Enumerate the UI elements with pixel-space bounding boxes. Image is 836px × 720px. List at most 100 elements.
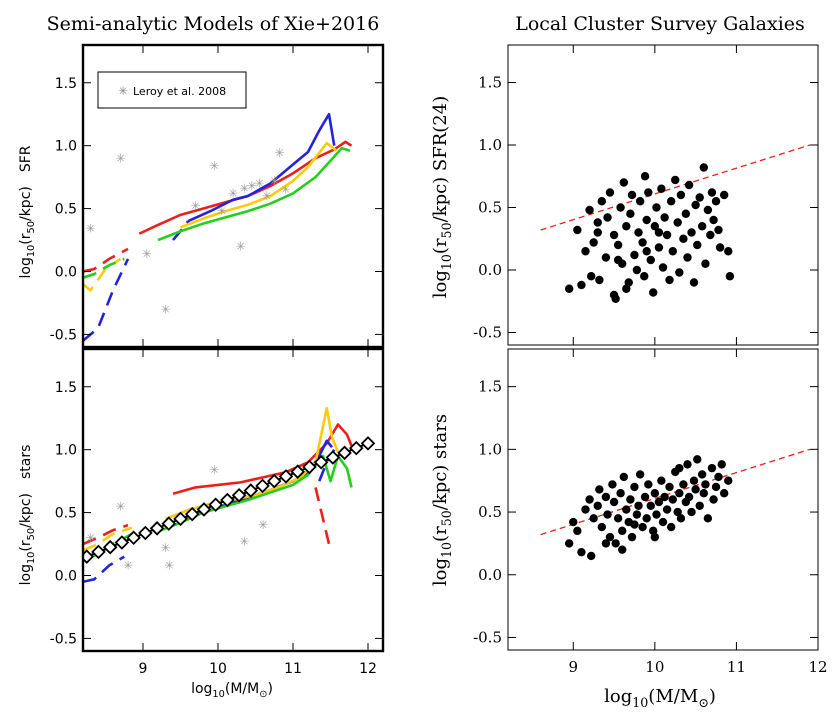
right-top-data-point: [630, 250, 639, 260]
right-bottom-data-point: [717, 460, 726, 469]
right-bottom-data-point: [577, 547, 586, 557]
right-bottom-data-point: [676, 514, 686, 523]
right-top-panel: -0.5 0.0 0.5 1.0 1.5: [473, 44, 819, 346]
right-bottom-data-point: [613, 514, 623, 523]
right-bottom-data-point: [658, 517, 668, 527]
right-bottom-data-point: [626, 495, 635, 504]
right-top-data-point: [654, 228, 664, 237]
left-bottom-frame: [81, 347, 385, 653]
left-bottom-diamond-marker: [255, 478, 270, 494]
right-bottom-data-point: [581, 505, 590, 514]
right-top-data-point: [660, 213, 669, 222]
right-bottom-fit-line: [540, 448, 811, 536]
left-bottom-diamond-marker: [208, 497, 223, 512]
right-top-data-point: [714, 225, 723, 235]
right-top-ytick-label: 0.0: [478, 261, 502, 279]
left-bottom-leroy-point: ✳: [239, 535, 249, 549]
left-bottom-diamond-marker: [220, 492, 235, 508]
right-top-data-point: [701, 259, 710, 268]
right-bottom-data-point: [632, 510, 642, 519]
left-bottom-series-0-dashed: [83, 523, 129, 546]
right-top-data-point: [695, 193, 704, 202]
right-bottom-data-point: [618, 545, 627, 554]
right-top-data-point: [622, 284, 631, 293]
right-bottom-data-point: [650, 532, 660, 542]
right-bottom-data-point: [609, 497, 619, 507]
right-xlabel: log10(M/M⊙): [604, 686, 716, 710]
panels-group: ✳✳✳✳✳✳✳✳✳✳✳✳✳✳✳✳-0.50.00.51.01.5✳✳✳✳✳✳✳✳…: [50, 43, 828, 677]
left-bottom-diamond-marker: [161, 516, 177, 531]
right-top-data-point: [627, 190, 637, 200]
left-top-leroy-point: ✳: [247, 179, 257, 193]
left-top-ytick-label: 1.0: [55, 139, 77, 155]
right-top-data-point: [649, 288, 658, 297]
right-top-data-point: [724, 247, 733, 256]
left-bottom-ytick-label: -0.5: [50, 631, 77, 647]
left-top-leroy-point: ✳: [217, 204, 227, 218]
left-bottom-diamond-marker: [243, 483, 259, 498]
left-bottom-panel: ✳ ✳ ✳ ✳ ✳ ✳ ✳ ✳ 9 10 11 12 -0.5 0.0 0.5 1.0 1.5: [50, 347, 385, 677]
left-bottom-diamond-marker: [184, 506, 200, 522]
right-top-data-point: [679, 234, 688, 243]
left-bottom-diamond-marker: [302, 459, 317, 475]
right-bottom-data-point: [703, 514, 713, 523]
right-top-data-point: [683, 253, 692, 262]
right-bottom-data-point: [640, 492, 650, 502]
right-top-data-point: [689, 278, 699, 287]
right-top-data-point: [671, 175, 680, 185]
right-top-data-point: [642, 215, 651, 225]
right-bottom-data-point: [719, 489, 729, 498]
left-bottom-diamond-marker: [278, 469, 294, 484]
legend-box: [97, 71, 247, 109]
left-bottom-diamond-marker: [83, 549, 95, 564]
right-top-frame: [507, 44, 819, 346]
right-top-ytick-label: 1.5: [478, 74, 502, 92]
right-top-data-point: [675, 268, 684, 277]
left-top-leroy-point: ✳: [254, 176, 264, 190]
left-top-leroy-point: ✳: [239, 181, 249, 195]
right-bottom-data-point: [693, 455, 702, 464]
right-bottom-data-point: [573, 526, 582, 536]
right-panel-title: Local Cluster Survey Galaxies: [515, 13, 805, 35]
right-bottom-data-point: [662, 505, 672, 514]
left-bottom-leroy-point: ✳: [160, 541, 170, 555]
right-bottom-data-point: [646, 501, 655, 510]
left-bottom-ytick-label: 1.0: [55, 443, 77, 459]
left-bottom-leroy-point: ✳: [115, 499, 125, 513]
right-top-data-point: [609, 230, 619, 240]
right-bottom-data-point: [587, 551, 596, 561]
left-top-leroy-point: ✳: [280, 183, 290, 197]
right-top-data-point: [673, 218, 682, 227]
right-top-data-point: [642, 247, 651, 256]
right-top-data-point: [665, 275, 674, 285]
left-bottom-xtick-label: 12: [359, 661, 377, 677]
right-bottom-data-point: [709, 495, 718, 504]
right-bottom-panel: 9 10 11 12 -0.5 0.0 0.5 1.0 1.5: [473, 348, 828, 676]
right-top-data-point: [638, 238, 647, 247]
right-bottom-data-point: [644, 480, 653, 489]
left-bottom-xtick-label: 11: [284, 661, 302, 677]
right-top-data-point: [650, 222, 660, 231]
right-bottom-data-point: [601, 539, 611, 548]
right-bottom-data-point: [707, 463, 717, 473]
left-bottom-leroy-point: ✳: [85, 531, 95, 545]
left-top-ytick-label: 0.5: [55, 202, 77, 218]
right-top-data-point: [652, 203, 661, 212]
right-bottom-data-point: [603, 510, 612, 519]
right-top-data-point: [577, 280, 586, 290]
left-top-ytick-label: -0.5: [50, 327, 77, 343]
right-top-data-point: [616, 203, 625, 212]
left-bottom-diamond-marker: [102, 539, 118, 555]
right-top-data-point: [676, 190, 686, 200]
right-bottom-data-point: [630, 520, 639, 529]
right-top-data-point: [634, 228, 643, 237]
left-top-leroy-point: ✳: [142, 247, 152, 261]
right-top-data-point: [593, 218, 602, 227]
right-bottom-xtick-label: 12: [808, 658, 827, 676]
left-top-leroy-point: ✳: [85, 222, 95, 236]
right-top-data-point: [595, 275, 604, 285]
right-top-data-point: [703, 205, 713, 215]
left-top-leroy-point: ✳: [269, 174, 279, 188]
right-bottom-data-point: [660, 492, 669, 502]
left-xlabel: log10(M/M⊙): [191, 681, 273, 700]
